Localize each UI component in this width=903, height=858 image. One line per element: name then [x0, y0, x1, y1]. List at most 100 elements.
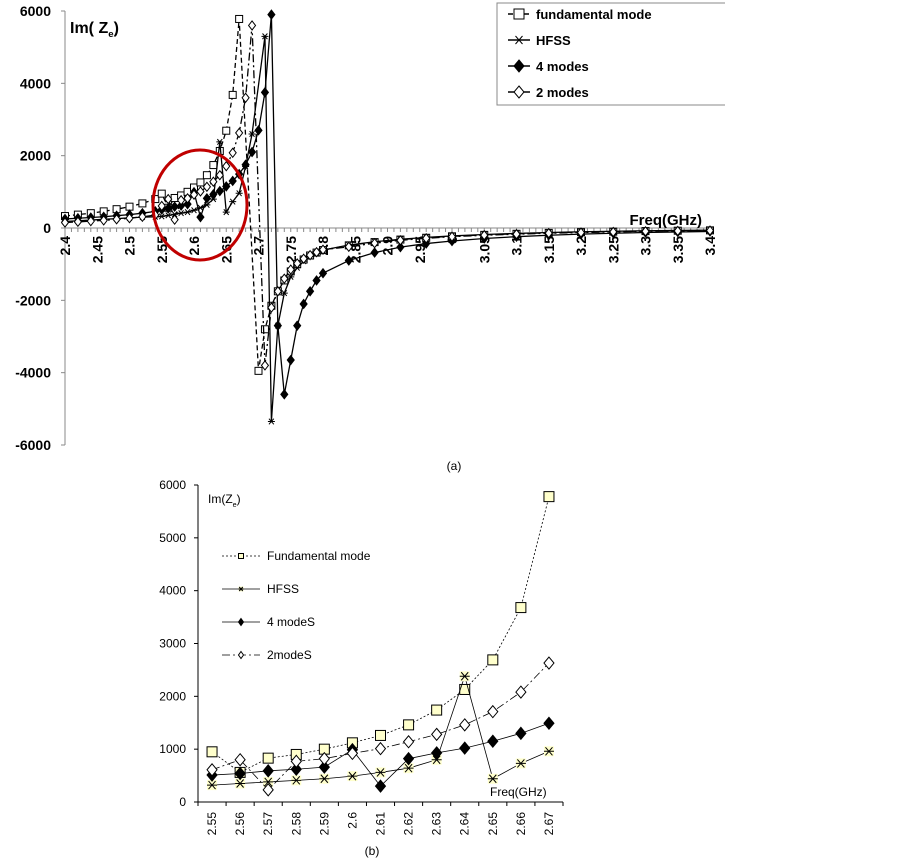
caption-b: (b): [365, 844, 380, 858]
x-tick-label: 2.64: [458, 812, 472, 836]
legend-marker: [514, 35, 524, 45]
data-point: [170, 201, 179, 212]
data-point: [196, 211, 205, 223]
data-point: [305, 285, 315, 297]
data-point: [487, 734, 499, 749]
y-tick-label: 1000: [159, 742, 186, 756]
data-point: [543, 656, 555, 670]
x-tick-label: 2.63: [430, 812, 444, 836]
data-point: [164, 193, 173, 205]
data-point: [515, 759, 526, 768]
data-point: [576, 227, 586, 238]
legend: Fundamental mode HFSS 4 modeS 2modeS: [222, 549, 371, 662]
x-axis-label: Freq(GHz): [630, 212, 703, 229]
data-point: [403, 763, 414, 773]
data-point: [431, 704, 443, 716]
data-point: [402, 734, 415, 749]
data-point: [374, 741, 387, 756]
data-point: [290, 762, 302, 777]
data-point: [487, 654, 499, 666]
data-point: [190, 207, 198, 214]
data-point: [262, 783, 274, 797]
data-point: [459, 671, 470, 681]
chart-a: 6000 4000 2000 0 -2000 -4000 -6000 2.4 2.45 2.5 2.…: [15, 2, 725, 473]
highlight-ellipse: [151, 148, 249, 262]
legend-label: 4 modes: [536, 59, 589, 74]
data-point: [229, 198, 237, 205]
data-point: [248, 130, 256, 138]
data-point: [254, 366, 263, 375]
x-tick-label: 2.57: [261, 812, 275, 836]
data-point: [291, 776, 302, 785]
data-point: [673, 225, 682, 237]
data-point: [347, 771, 358, 781]
data-point: [299, 298, 308, 310]
data-point: [222, 160, 231, 172]
data-point: [447, 231, 457, 242]
data-point: [280, 289, 288, 297]
x-tick-label: 2.7: [251, 236, 267, 256]
data-point: [99, 215, 108, 226]
data-point: [184, 208, 192, 216]
data-point: [228, 147, 237, 159]
series-2-modes: [60, 20, 715, 371]
data-point: [403, 719, 415, 731]
data-point: [515, 602, 527, 614]
data-point: [263, 777, 274, 787]
series-2modes: [206, 656, 555, 797]
x-tick-label: 2.65: [486, 812, 500, 836]
legend-marker: [237, 617, 245, 627]
y-tick-label: -6000: [15, 437, 51, 453]
legend-marker: [238, 586, 244, 592]
data-point: [319, 774, 330, 784]
series-fundamental-mode: [206, 491, 555, 778]
data-point: [138, 211, 147, 223]
x-tick-label: 3.35: [670, 236, 686, 263]
data-point: [293, 320, 302, 331]
y-tick-label: 2000: [159, 689, 186, 703]
data-point: [267, 302, 276, 313]
legend-marker: [513, 59, 525, 73]
data-point: [543, 746, 554, 756]
legend-label: 4 modeS: [267, 615, 315, 629]
data-point: [170, 214, 179, 225]
legend-marker: [513, 85, 525, 99]
data-point: [286, 354, 295, 366]
data-point: [222, 181, 231, 192]
data-point: [241, 92, 250, 104]
data-point: [86, 215, 95, 227]
data-point: [206, 746, 218, 758]
data-point: [290, 754, 302, 769]
data-point: [215, 169, 224, 181]
x-tick-label: 2.67: [542, 812, 556, 836]
x-tick-label: 2.75: [283, 236, 299, 263]
data-point: [262, 752, 274, 764]
y-tick-label: 0: [43, 220, 51, 236]
series-hfss: [207, 671, 554, 791]
data-point: [209, 176, 218, 188]
data-point: [705, 225, 715, 236]
x-tick-label: 2.6: [345, 812, 359, 829]
data-point: [125, 212, 134, 224]
data-point: [189, 189, 199, 201]
data-point: [247, 146, 257, 158]
data-point: [207, 780, 218, 790]
data-point: [480, 229, 489, 241]
data-point: [396, 234, 405, 246]
data-point: [138, 199, 147, 208]
data-point: [73, 216, 83, 228]
x-tick-label: 2.66: [514, 812, 528, 836]
data-point: [431, 727, 443, 742]
x-tick-label: 3.15: [541, 236, 557, 263]
data-point: [287, 273, 295, 280]
data-point: [216, 138, 224, 146]
data-point: [215, 185, 224, 197]
data-point: [222, 126, 231, 135]
data-point: [299, 253, 308, 265]
data-point: [112, 214, 121, 225]
data-point: [374, 779, 387, 793]
data-point: [164, 212, 172, 219]
data-point: [459, 683, 471, 695]
y-tick-label: -4000: [15, 365, 51, 381]
x-tick-label: 3.05: [476, 236, 492, 263]
